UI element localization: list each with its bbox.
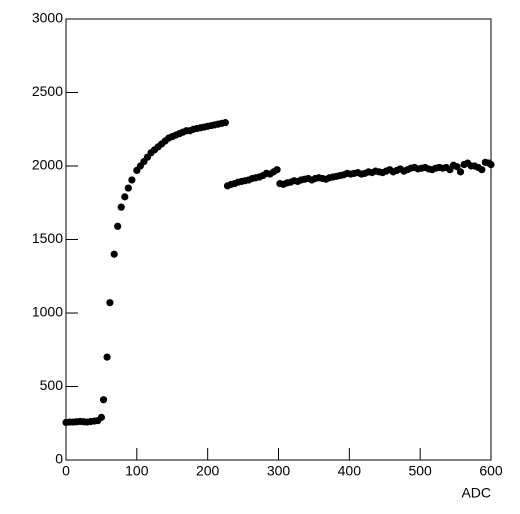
x-tick-label: 0 bbox=[62, 463, 70, 479]
x-axis-title: ADC bbox=[461, 485, 491, 501]
y-tick-label: 0 bbox=[55, 451, 63, 467]
data-point bbox=[106, 299, 114, 307]
x-tick-label: 300 bbox=[267, 463, 291, 479]
data-point bbox=[128, 176, 136, 184]
y-tick-label: 1500 bbox=[32, 230, 63, 246]
data-point bbox=[478, 166, 486, 174]
data-point bbox=[110, 250, 118, 258]
y-tick-label: 500 bbox=[40, 377, 64, 393]
y-tick-label: 2500 bbox=[32, 83, 63, 99]
x-tick-label: 600 bbox=[479, 463, 503, 479]
data-point bbox=[114, 222, 122, 230]
data-point bbox=[221, 119, 229, 127]
data-point bbox=[97, 413, 106, 421]
x-tick-label: 400 bbox=[338, 463, 362, 479]
x-tick-label: 200 bbox=[196, 463, 220, 479]
data-point bbox=[124, 184, 132, 192]
y-tick-label: 3000 bbox=[32, 10, 63, 26]
x-tick-label: 100 bbox=[125, 463, 149, 479]
data-point bbox=[121, 193, 129, 201]
plot-frame bbox=[65, 18, 492, 461]
data-point bbox=[273, 166, 281, 174]
y-tick-label: 1000 bbox=[32, 304, 63, 320]
data-point bbox=[117, 203, 125, 211]
data-point bbox=[103, 353, 111, 361]
data-point bbox=[453, 163, 461, 171]
y-tick-label: 2000 bbox=[32, 157, 63, 173]
data-point bbox=[487, 160, 495, 169]
data-point bbox=[99, 396, 108, 404]
x-tick-label: 500 bbox=[408, 463, 432, 479]
data-point bbox=[456, 168, 465, 176]
